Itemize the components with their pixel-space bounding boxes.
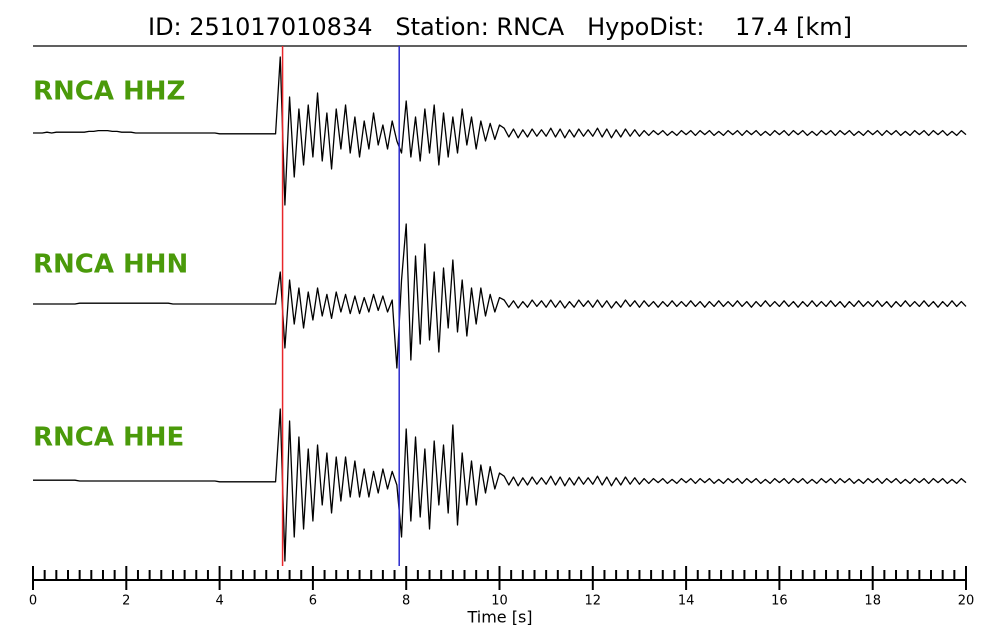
waveform xyxy=(33,56,967,206)
trace-label: RNCA HHZ xyxy=(33,77,185,107)
x-tick-label: 20 xyxy=(958,594,975,609)
chart-title: ID: 251017010834 Station: RNCA HypoDist:… xyxy=(148,13,852,41)
x-tick-label: 0 xyxy=(29,594,37,609)
x-tick-label: 2 xyxy=(122,594,130,609)
x-tick-label: 16 xyxy=(771,594,788,609)
x-tick-label: 14 xyxy=(678,594,695,609)
x-tick-label: 10 xyxy=(491,594,508,609)
trace-label: RNCA HHE xyxy=(33,423,184,453)
x-axis-label: Time [s] xyxy=(466,608,532,627)
x-tick-label: 8 xyxy=(402,594,410,609)
waveform xyxy=(33,223,967,369)
x-tick-label: 18 xyxy=(864,594,881,609)
x-tick-label: 6 xyxy=(309,594,317,609)
x-tick-label: 12 xyxy=(585,594,602,609)
waveform xyxy=(33,408,967,562)
trace-label: RNCA HHN xyxy=(33,250,188,280)
x-tick-label: 4 xyxy=(215,594,223,609)
